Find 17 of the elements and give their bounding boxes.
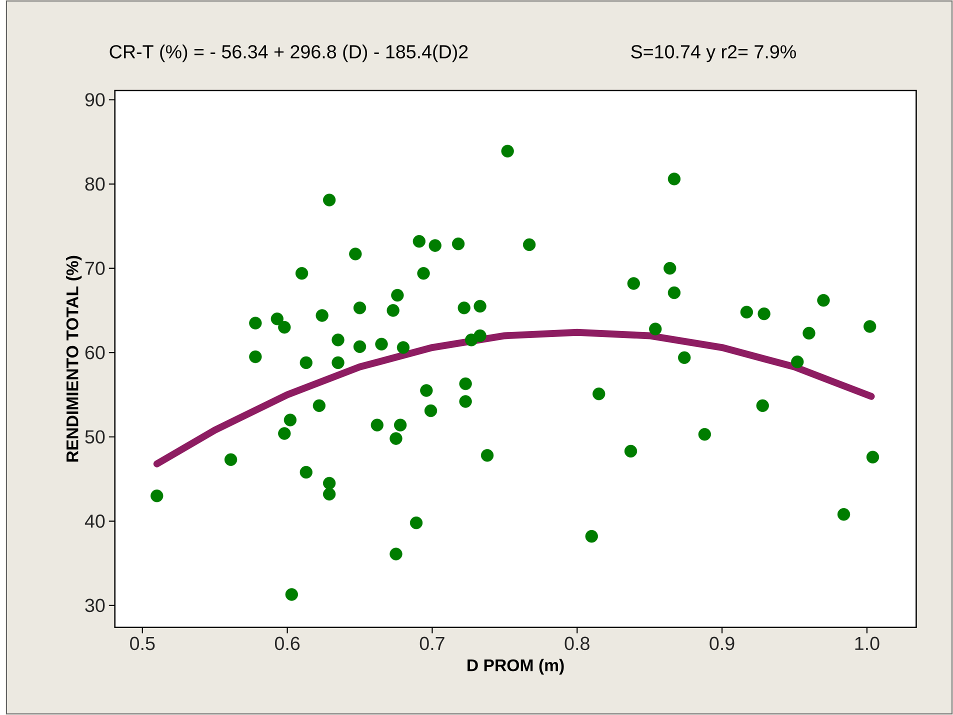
y-tick-label: 80 xyxy=(85,177,105,191)
y-tick-label: 60 xyxy=(85,346,105,360)
x-tick-label: 1.0 xyxy=(855,636,880,650)
y-tick-label: 90 xyxy=(85,93,105,106)
x-tick-label: 0.5 xyxy=(130,636,155,650)
chart-title: CR-T (%) = - 56.34 + 296.8 (D) - 185.4(D)2 xyxy=(110,44,468,62)
x-tick-label: 0.8 xyxy=(564,636,590,650)
y-tick-label: 30 xyxy=(85,598,105,612)
x-axis-title: D PROM (m) xyxy=(468,658,564,675)
y-tick-label: 50 xyxy=(85,430,105,444)
y-tick-label: 70 xyxy=(85,262,105,276)
x-tick-label: 0.6 xyxy=(274,636,300,650)
x-tick-label: 0.9 xyxy=(710,636,734,650)
y-axis-title: RENDIMIENTO TOTAL (%) xyxy=(66,256,82,462)
y-tick-label: 40 xyxy=(84,514,105,528)
chart-subtitle: S=10.74 y r2= 7.9% xyxy=(631,45,796,62)
x-tick-label: 0.7 xyxy=(420,636,444,650)
